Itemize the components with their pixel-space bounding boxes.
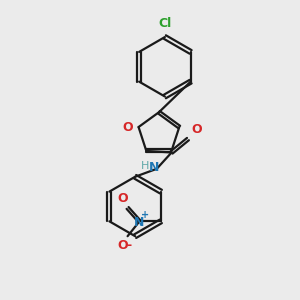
Text: N: N — [149, 161, 160, 174]
Text: H: H — [141, 161, 150, 171]
Text: O: O — [118, 239, 128, 252]
Text: O: O — [118, 192, 128, 205]
Text: +: + — [141, 210, 149, 220]
Text: -: - — [127, 239, 132, 252]
Text: Cl: Cl — [158, 16, 172, 30]
Text: N: N — [134, 216, 145, 229]
Text: O: O — [122, 121, 133, 134]
Text: O: O — [191, 123, 202, 136]
